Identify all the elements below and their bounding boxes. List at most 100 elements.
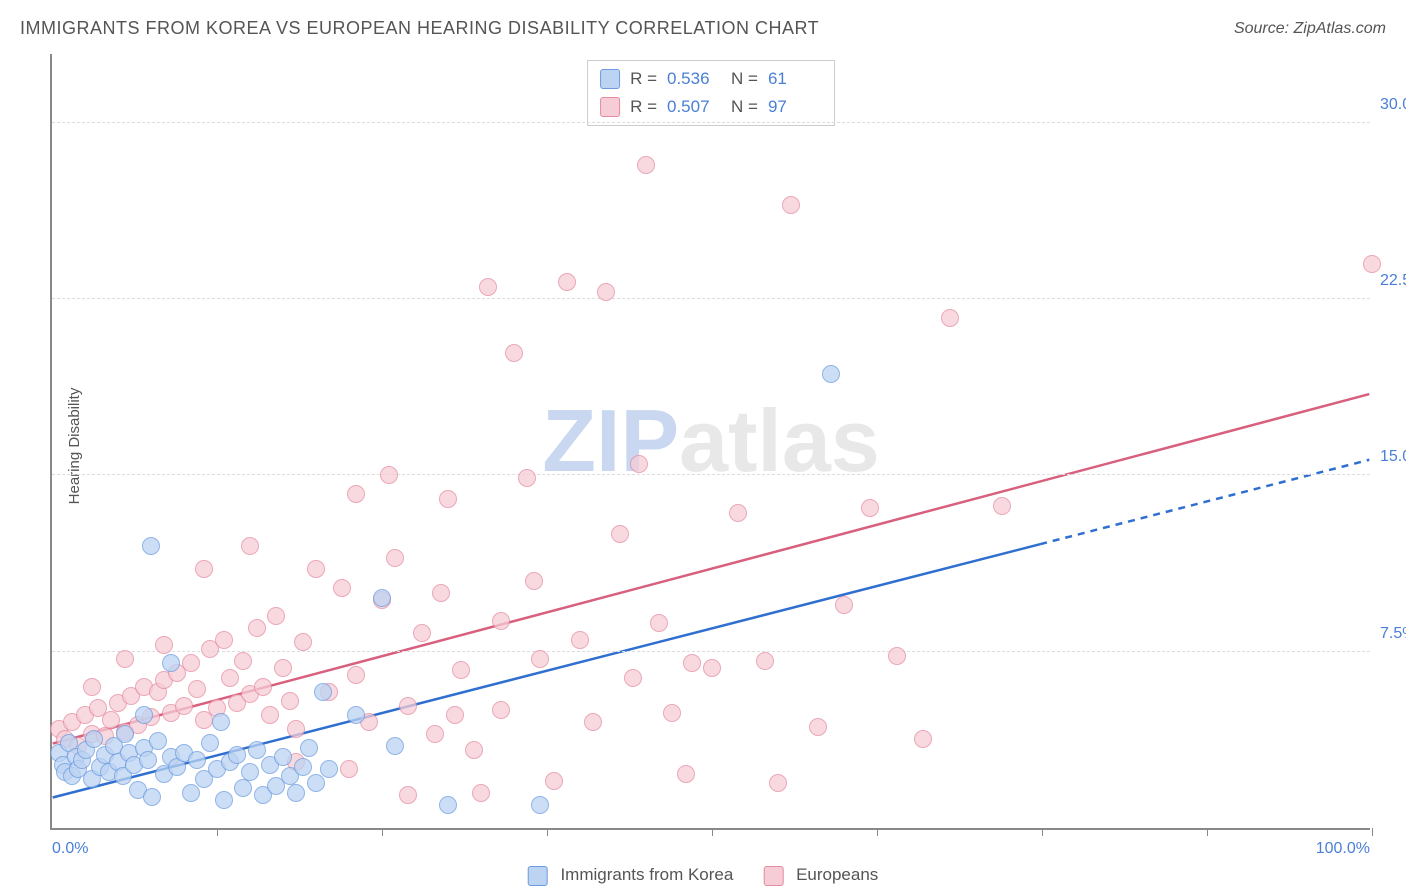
data-point-europe	[888, 647, 906, 665]
data-point-europe	[426, 725, 444, 743]
x-tick	[547, 828, 548, 836]
data-point-europe	[472, 784, 490, 802]
trend-lines-layer	[52, 54, 1370, 828]
data-point-europe	[333, 579, 351, 597]
legend-item-korea: Immigrants from Korea	[528, 865, 734, 886]
data-point-korea	[162, 654, 180, 672]
watermark: ZIPatlas	[542, 390, 879, 492]
y-tick-label: 30.0%	[1380, 96, 1406, 114]
data-point-europe	[281, 692, 299, 710]
data-point-korea	[287, 784, 305, 802]
data-point-korea	[347, 706, 365, 724]
data-point-europe	[505, 344, 523, 362]
data-point-korea	[373, 589, 391, 607]
data-point-europe	[835, 596, 853, 614]
data-point-korea	[188, 751, 206, 769]
data-point-europe	[182, 654, 200, 672]
data-point-europe	[287, 720, 305, 738]
trend-line	[1040, 460, 1369, 544]
legend-label-europe: Europeans	[796, 865, 878, 884]
data-point-korea	[234, 779, 252, 797]
data-point-europe	[663, 704, 681, 722]
data-point-europe	[261, 706, 279, 724]
data-point-europe	[399, 786, 417, 804]
n-label: N =	[731, 69, 758, 89]
series-legend: Immigrants from Korea Europeans	[528, 865, 879, 886]
data-point-europe	[492, 701, 510, 719]
gridline	[52, 298, 1370, 299]
y-tick-label: 15.0%	[1380, 448, 1406, 466]
stats-row-korea: R = 0.536 N = 61	[600, 65, 822, 93]
data-point-europe	[914, 730, 932, 748]
data-point-europe	[584, 713, 602, 731]
x-tick	[877, 828, 878, 836]
data-point-europe	[465, 741, 483, 759]
data-point-korea	[822, 365, 840, 383]
legend-item-europe: Europeans	[763, 865, 878, 886]
data-point-europe	[254, 678, 272, 696]
x-tick	[217, 828, 218, 836]
data-point-europe	[347, 666, 365, 684]
data-point-europe	[386, 549, 404, 567]
data-point-europe	[248, 619, 266, 637]
data-point-korea	[85, 730, 103, 748]
n-value-europe: 97	[768, 97, 822, 117]
data-point-europe	[439, 490, 457, 508]
x-tick	[712, 828, 713, 836]
data-point-korea	[300, 739, 318, 757]
data-point-korea	[439, 796, 457, 814]
data-point-europe	[188, 680, 206, 698]
data-point-europe	[234, 652, 252, 670]
data-point-europe	[993, 497, 1011, 515]
data-point-europe	[267, 607, 285, 625]
data-point-korea	[314, 683, 332, 701]
data-point-europe	[83, 678, 101, 696]
data-point-europe	[155, 636, 173, 654]
n-value-korea: 61	[768, 69, 822, 89]
x-tick	[1042, 828, 1043, 836]
data-point-europe	[545, 772, 563, 790]
x-tick	[1372, 828, 1373, 836]
data-point-europe	[221, 669, 239, 687]
data-point-korea	[182, 784, 200, 802]
data-point-europe	[380, 466, 398, 484]
source-attribution: Source: ZipAtlas.com	[1234, 20, 1386, 38]
data-point-europe	[274, 659, 292, 677]
data-point-europe	[637, 156, 655, 174]
data-point-europe	[340, 760, 358, 778]
y-tick-label: 22.5%	[1380, 272, 1406, 290]
data-point-europe	[756, 652, 774, 670]
data-point-europe	[479, 278, 497, 296]
r-value-europe: 0.507	[667, 97, 721, 117]
data-point-europe	[571, 631, 589, 649]
data-point-europe	[307, 560, 325, 578]
data-point-korea	[307, 774, 325, 792]
data-point-europe	[861, 499, 879, 517]
data-point-korea	[212, 713, 230, 731]
data-point-europe	[195, 560, 213, 578]
data-point-europe	[597, 283, 615, 301]
data-point-europe	[241, 537, 259, 555]
data-point-korea	[248, 741, 266, 759]
data-point-korea	[228, 746, 246, 764]
data-point-europe	[116, 650, 134, 668]
swatch-europe	[763, 866, 783, 886]
data-point-korea	[320, 760, 338, 778]
data-point-europe	[432, 584, 450, 602]
data-point-europe	[630, 455, 648, 473]
data-point-europe	[611, 525, 629, 543]
swatch-europe	[600, 97, 620, 117]
data-point-europe	[683, 654, 701, 672]
legend-label-korea: Immigrants from Korea	[560, 865, 733, 884]
gridline	[52, 474, 1370, 475]
gridline	[52, 651, 1370, 652]
data-point-europe	[446, 706, 464, 724]
data-point-korea	[215, 791, 233, 809]
chart-title: IMMIGRANTS FROM KOREA VS EUROPEAN HEARIN…	[20, 18, 819, 39]
plot-area: ZIPatlas R = 0.536 N = 61 R = 0.507 N = …	[50, 54, 1370, 830]
data-point-korea	[201, 734, 219, 752]
data-point-europe	[492, 612, 510, 630]
data-point-korea	[135, 706, 153, 724]
data-point-korea	[294, 758, 312, 776]
data-point-europe	[525, 572, 543, 590]
